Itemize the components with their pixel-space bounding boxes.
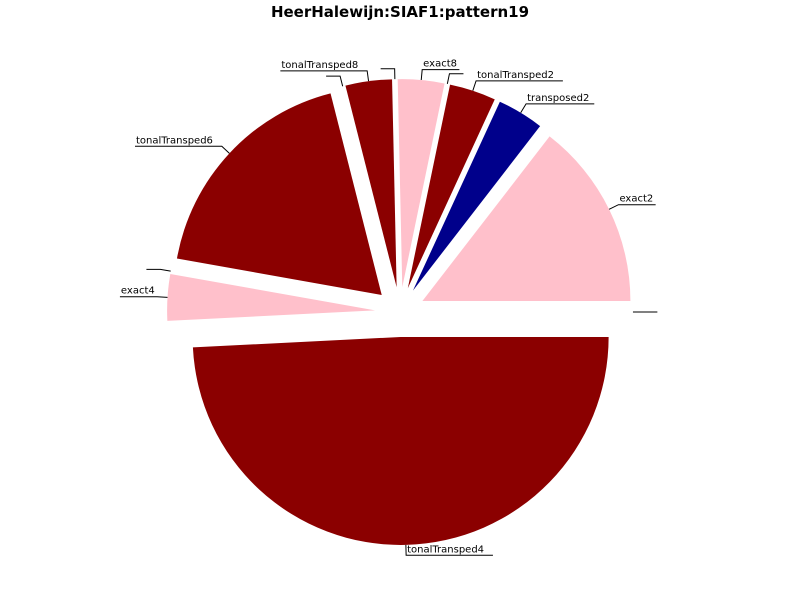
slice-leader-5	[420, 69, 460, 81]
slice-label-3: tonalTransped2	[477, 70, 554, 81]
slice-label-5: exact8	[423, 59, 457, 70]
pie-slice-7	[345, 79, 397, 288]
slice-label-12: tonalTransped4	[407, 544, 484, 555]
pie-slice-1	[422, 136, 631, 301]
chart-title: HeerHalewijn:SIAF1:pattern19	[270, 3, 530, 21]
slice-label-7: tonalTransped8	[281, 60, 358, 71]
pie-slice-9	[176, 93, 382, 296]
slice-leader-12	[405, 544, 493, 556]
slice-leader-6	[380, 68, 396, 80]
slice-label-9: tonalTransped6	[136, 135, 213, 146]
pie-slice-11	[167, 273, 376, 321]
pie-slice-3	[407, 84, 495, 289]
slice-leader-2	[520, 103, 595, 113]
slice-leader-4	[446, 73, 464, 85]
pie-slice-2	[412, 101, 541, 291]
slice-leader-3	[472, 80, 563, 91]
slice-leader-1	[608, 204, 656, 210]
slice-label-1: exact2	[619, 194, 653, 205]
slice-leader-11	[119, 296, 168, 298]
pie-slice-12	[192, 336, 609, 545]
slice-leader-8	[326, 75, 344, 87]
slice-label-11: exact4	[121, 286, 155, 297]
slice-leader-10	[146, 268, 171, 272]
slice-leader-7	[280, 70, 370, 82]
pie-slice-5	[397, 79, 445, 288]
slice-label-2: transposed2	[527, 93, 589, 104]
slice-leader-9	[135, 145, 230, 154]
